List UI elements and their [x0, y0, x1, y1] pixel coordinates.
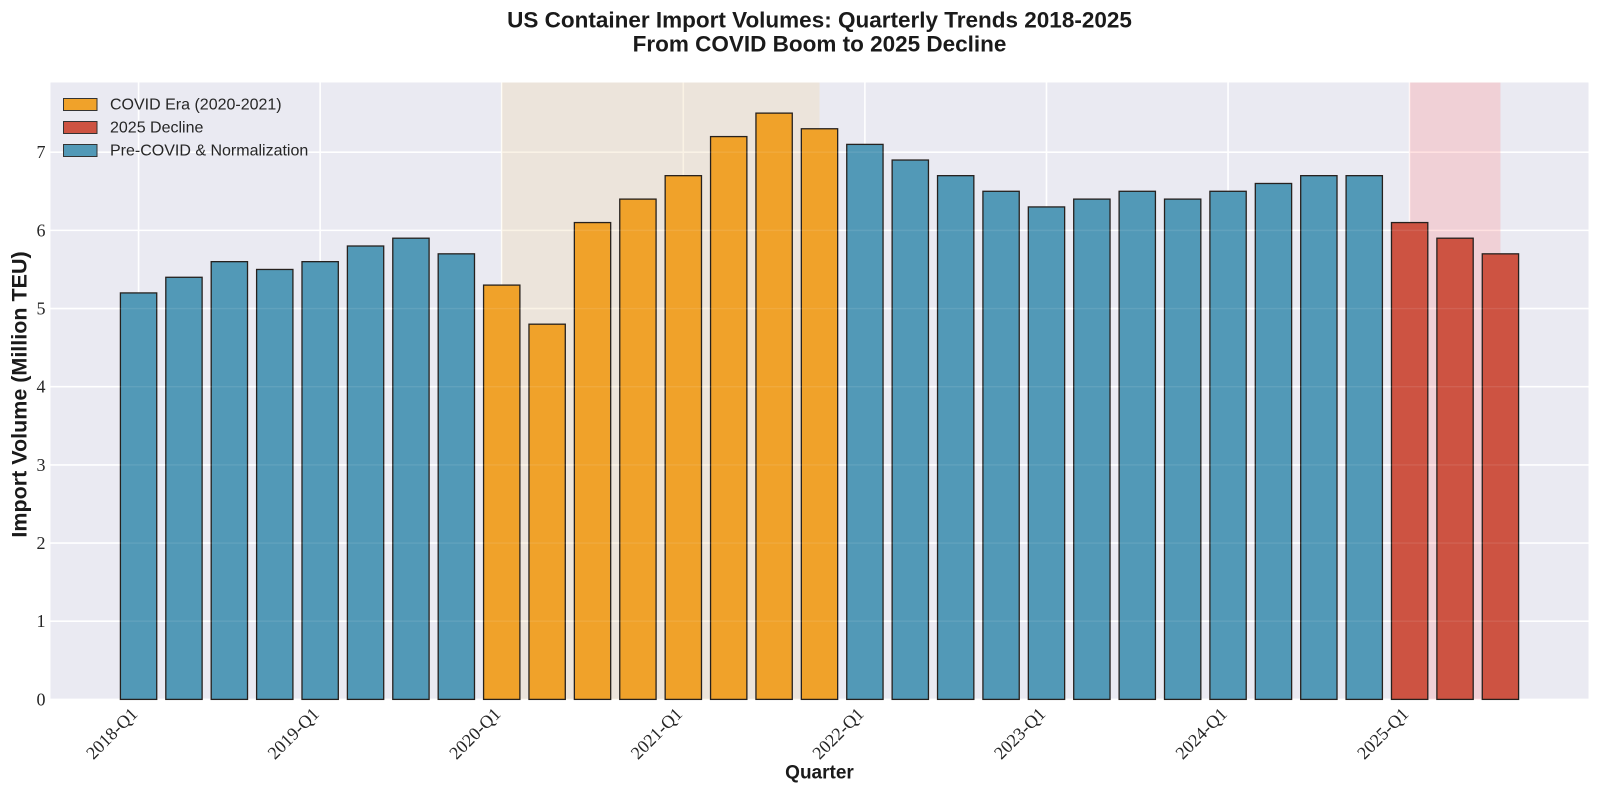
svg-text:Quarter: Quarter	[785, 762, 854, 783]
svg-text:Pre-COVID & Normalization: Pre-COVID & Normalization	[110, 143, 308, 160]
svg-text:2025 Decline: 2025 Decline	[110, 120, 204, 137]
svg-text:5: 5	[37, 299, 46, 319]
svg-text:0: 0	[37, 689, 46, 709]
svg-text:From COVID Boom to 2025 Declin: From COVID Boom to 2025 Decline	[633, 32, 1007, 57]
svg-text:4: 4	[37, 377, 46, 397]
svg-text:2: 2	[37, 533, 46, 553]
svg-text:1: 1	[37, 611, 46, 631]
svg-text:6: 6	[37, 220, 46, 240]
svg-text:Import Volume (Million TEU): Import Volume (Million TEU)	[8, 251, 32, 537]
svg-text:3: 3	[37, 455, 46, 475]
svg-text:US Container Import Volumes: Q: US Container Import Volumes: Quarterly T…	[507, 8, 1132, 33]
svg-text:COVID Era (2020-2021): COVID Era (2020-2021)	[110, 97, 282, 114]
svg-text:7: 7	[37, 142, 46, 162]
